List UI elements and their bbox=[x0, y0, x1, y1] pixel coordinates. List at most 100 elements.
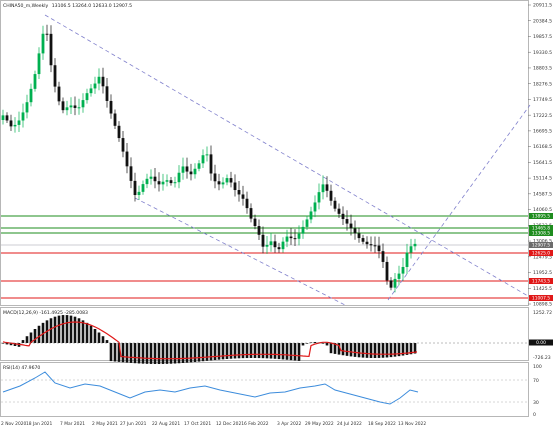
channel-lower-line[interactable] bbox=[134, 197, 346, 306]
candle-body[interactable] bbox=[365, 241, 369, 245]
candle-body[interactable] bbox=[229, 178, 233, 183]
candle-body[interactable] bbox=[65, 107, 69, 111]
candle-body[interactable] bbox=[225, 178, 229, 183]
candle-body[interactable] bbox=[205, 154, 209, 156]
candle-body[interactable] bbox=[397, 273, 401, 279]
candle-body[interactable] bbox=[165, 180, 169, 182]
channel-upper-line[interactable] bbox=[44, 14, 529, 297]
candle-body[interactable] bbox=[41, 33, 45, 54]
candle-body[interactable] bbox=[301, 226, 305, 234]
candle-body[interactable] bbox=[101, 76, 105, 87]
candle-body[interactable] bbox=[245, 198, 249, 209]
candle-body[interactable] bbox=[381, 251, 385, 262]
candle-body[interactable] bbox=[297, 233, 301, 239]
candle-body[interactable] bbox=[73, 105, 77, 108]
candle-body[interactable] bbox=[373, 245, 377, 247]
candle-body[interactable] bbox=[181, 166, 185, 173]
candle-body[interactable] bbox=[29, 88, 33, 103]
candle-body[interactable] bbox=[197, 163, 201, 169]
trend-channel[interactable] bbox=[44, 14, 531, 306]
candle-body[interactable] bbox=[13, 124, 17, 127]
candle-body[interactable] bbox=[161, 181, 165, 185]
candle-body[interactable] bbox=[277, 247, 281, 250]
candle-body[interactable] bbox=[77, 107, 81, 109]
candle-body[interactable] bbox=[185, 166, 189, 172]
candle-body[interactable] bbox=[173, 182, 177, 184]
candle-body[interactable] bbox=[97, 76, 101, 84]
candle-body[interactable] bbox=[209, 154, 213, 174]
candle-body[interactable] bbox=[237, 190, 241, 195]
candle-body[interactable] bbox=[201, 155, 205, 164]
candle-body[interactable] bbox=[1, 115, 5, 120]
candle-body[interactable] bbox=[369, 244, 373, 246]
candle-body[interactable] bbox=[265, 244, 269, 247]
candle-body[interactable] bbox=[133, 180, 137, 196]
candle-body[interactable] bbox=[9, 120, 13, 127]
candle-body[interactable] bbox=[289, 236, 293, 239]
candle-body[interactable] bbox=[317, 192, 321, 203]
candle-body[interactable] bbox=[221, 182, 225, 185]
candle-body[interactable] bbox=[177, 172, 181, 183]
candle-body[interactable] bbox=[85, 93, 89, 101]
candle-body[interactable] bbox=[253, 218, 257, 227]
candle-body[interactable] bbox=[121, 138, 125, 152]
candle-body[interactable] bbox=[261, 234, 265, 247]
candle-body[interactable] bbox=[53, 65, 57, 87]
candle-body[interactable] bbox=[357, 233, 361, 239]
candle-body[interactable] bbox=[337, 208, 341, 214]
candle-body[interactable] bbox=[89, 88, 93, 94]
candle-body[interactable] bbox=[413, 243, 417, 247]
candle-body[interactable] bbox=[69, 105, 73, 108]
candle-body[interactable] bbox=[285, 236, 289, 242]
candle-body[interactable] bbox=[33, 74, 37, 89]
candle-body[interactable] bbox=[37, 53, 41, 75]
candle-body[interactable] bbox=[213, 173, 217, 182]
candle-body[interactable] bbox=[269, 241, 273, 245]
candle-body[interactable] bbox=[233, 182, 237, 191]
candles[interactable] bbox=[1, 24, 417, 293]
macd-panel[interactable] bbox=[0, 307, 529, 361]
candle-body[interactable] bbox=[189, 171, 193, 175]
candle-body[interactable] bbox=[149, 176, 153, 179]
candle-body[interactable] bbox=[105, 86, 109, 101]
candle-body[interactable] bbox=[129, 166, 133, 181]
candle-body[interactable] bbox=[293, 238, 297, 240]
candle-body[interactable] bbox=[249, 208, 253, 219]
candle-body[interactable] bbox=[61, 101, 65, 111]
candle-body[interactable] bbox=[49, 33, 53, 66]
candle-body[interactable] bbox=[409, 246, 413, 253]
candle-body[interactable] bbox=[353, 228, 357, 234]
candle-body[interactable] bbox=[377, 245, 381, 252]
candle-body[interactable] bbox=[361, 238, 365, 242]
candle-body[interactable] bbox=[17, 120, 21, 125]
candle-body[interactable] bbox=[169, 180, 173, 184]
candle-body[interactable] bbox=[321, 184, 325, 193]
rsi-panel[interactable] bbox=[0, 362, 529, 417]
up-channel-line[interactable] bbox=[387, 104, 531, 301]
candle-body[interactable] bbox=[109, 100, 113, 114]
candle-body[interactable] bbox=[141, 184, 145, 192]
candle-body[interactable] bbox=[5, 115, 9, 121]
candle-body[interactable] bbox=[305, 219, 309, 227]
candle-body[interactable] bbox=[325, 184, 329, 191]
candle-body[interactable] bbox=[309, 211, 313, 220]
candle-body[interactable] bbox=[385, 261, 389, 281]
candle-body[interactable] bbox=[57, 86, 61, 102]
candle-body[interactable] bbox=[93, 83, 97, 89]
price-panel[interactable] bbox=[0, 0, 529, 306]
candle-body[interactable] bbox=[281, 241, 285, 250]
candle-body[interactable] bbox=[113, 113, 117, 126]
candle-body[interactable] bbox=[401, 266, 405, 274]
candle-body[interactable] bbox=[389, 280, 393, 288]
candle-body[interactable] bbox=[241, 194, 245, 199]
candle-body[interactable] bbox=[153, 176, 157, 182]
candle-body[interactable] bbox=[125, 151, 129, 167]
candle-body[interactable] bbox=[217, 181, 221, 185]
candle-body[interactable] bbox=[329, 190, 333, 201]
candle-body[interactable] bbox=[313, 202, 317, 212]
candle-body[interactable] bbox=[45, 33, 49, 35]
candle-body[interactable] bbox=[349, 223, 353, 229]
candle-body[interactable] bbox=[81, 100, 85, 108]
